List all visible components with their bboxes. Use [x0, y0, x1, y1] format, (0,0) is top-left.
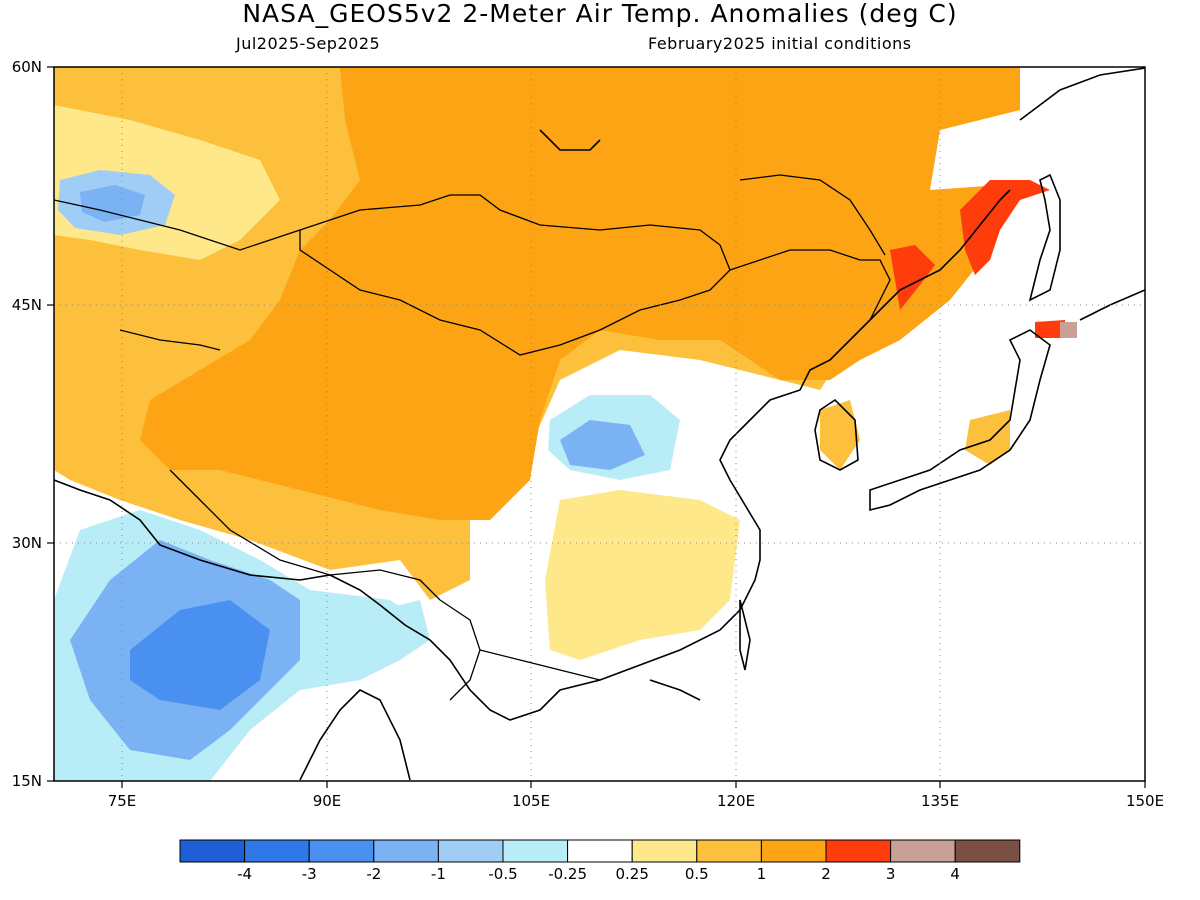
- colorbar-label: -3: [302, 865, 317, 883]
- axis-ticks: [47, 66, 1146, 788]
- lon-label-135e: 135E: [921, 792, 959, 810]
- colorbar-box: [825, 839, 892, 863]
- colorbar-label: -2: [366, 865, 381, 883]
- colorbar-box: [954, 839, 1021, 863]
- colorbar-label: 0.5: [685, 865, 709, 883]
- lat-label-45n: 45N: [12, 296, 42, 314]
- lon-tick-labels: 75E 90E 105E 120E 135E 150E: [108, 792, 1164, 810]
- forecast-period: Jul2025-Sep2025: [236, 34, 381, 53]
- lat-label-15n: 15N: [12, 772, 42, 790]
- anomaly-region-hot-sakhalin: [1035, 320, 1065, 338]
- lat-tick-labels: 60N 45N 30N 15N: [12, 58, 42, 790]
- colorbar-label: -1: [431, 865, 446, 883]
- colorbar-label: -0.25: [548, 865, 587, 883]
- colorbar-label: 0.25: [615, 865, 648, 883]
- colorbar-box: [696, 839, 762, 863]
- anomaly-region-warm-japan: [965, 410, 1010, 465]
- colorbar-label: 1: [757, 865, 767, 883]
- colorbar-box: [760, 839, 827, 863]
- initial-conditions: February2025 initial conditions: [648, 34, 912, 53]
- colorbar-label: 3: [886, 865, 896, 883]
- colorbar-box: [502, 839, 569, 863]
- colorbar-label: -0.5: [488, 865, 517, 883]
- colorbar-labels: -4 -3 -2 -1 -0.5 -0.25 0.25 0.5 1 2 3 4: [237, 865, 960, 883]
- lon-label-105e: 105E: [512, 792, 550, 810]
- chart-title: NASA_GEOS5v2 2-Meter Air Temp. Anomalies…: [242, 0, 958, 28]
- anomaly-region-cool-kazakh-core: [80, 185, 145, 222]
- lon-label-75e: 75E: [108, 792, 137, 810]
- coastlines: [54, 67, 1145, 781]
- lon-label-90e: 90E: [313, 792, 342, 810]
- anomaly-region-cool-india-core: [130, 600, 270, 710]
- lat-label-60n: 60N: [12, 58, 42, 76]
- anomaly-region-cool-central-china-core: [560, 420, 645, 470]
- colorbar-box: [631, 839, 698, 863]
- anomaly-region-warm-korea: [820, 400, 860, 470]
- lat-label-30n: 30N: [12, 534, 42, 552]
- map-frame: [53, 66, 1146, 782]
- colorbar-label: 4: [950, 865, 960, 883]
- colorbar-label: -4: [237, 865, 252, 883]
- anomaly-region-cool-southeast-asia: [375, 600, 430, 660]
- colorbar-box: [244, 839, 310, 863]
- colorbar-boxes: [179, 839, 1021, 863]
- colorbar-box: [308, 839, 375, 863]
- lon-label-120e: 120E: [717, 792, 755, 810]
- anomaly-region-hot-manchuria: [960, 180, 1050, 275]
- colorbar-box: [373, 839, 439, 863]
- colorbar-box: [179, 839, 246, 863]
- lon-label-150e: 150E: [1126, 792, 1164, 810]
- colorbar-box: [437, 839, 504, 863]
- map-plot-area: [54, 67, 1145, 781]
- anomaly-region-hot-vladivostok: [890, 245, 935, 310]
- gridlines: [54, 67, 1145, 781]
- colorbar-box: [567, 839, 633, 863]
- country-borders: [54, 174, 891, 701]
- colorbar-label: 2: [821, 865, 831, 883]
- anomaly-region-very-hot-sakhalin: [1060, 322, 1077, 338]
- anomaly-region-warm-mongolia-china: [140, 67, 1020, 520]
- colorbar-box: [890, 839, 956, 863]
- anomaly-region-light-warm-south: [545, 490, 740, 660]
